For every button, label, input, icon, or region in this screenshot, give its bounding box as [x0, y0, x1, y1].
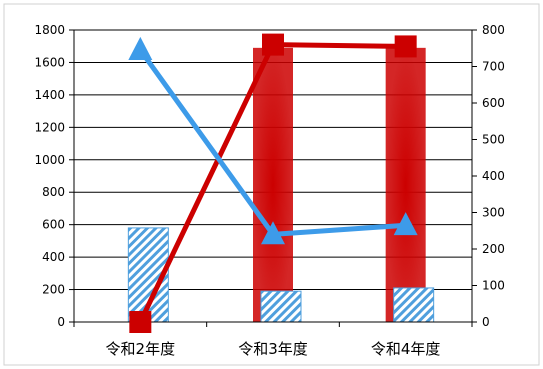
x-category-label: 令和4年度 — [371, 340, 441, 358]
labels: 0 200 400 600 800 1000 1200 1400 1600 1800 0 100 200… — [34, 23, 504, 358]
y-right-tick-label: 700 — [482, 60, 505, 74]
square-marker-1 — [129, 311, 152, 333]
y-left-tick-label: 400 — [42, 250, 65, 264]
y-left-tick-label: 0 — [57, 315, 65, 329]
hatched-bar-3 — [393, 287, 435, 323]
x-category-label: 令和2年度 — [106, 340, 176, 358]
x-category-label: 令和3年度 — [238, 340, 308, 358]
y-right-tick-label: 600 — [482, 96, 505, 110]
y-right-tick-label: 400 — [482, 169, 505, 183]
y-left-tick-label: 1400 — [34, 88, 65, 102]
y-left-tick-label: 1800 — [34, 23, 65, 37]
y-left-tick-label: 600 — [42, 218, 65, 232]
y-left-tick-label: 800 — [42, 185, 65, 199]
square-marker-3 — [394, 35, 417, 58]
y-left-tick-label: 1200 — [34, 120, 65, 134]
solid-bar-3 — [385, 47, 426, 322]
y-right-tick-label: 300 — [482, 206, 505, 220]
y-left-tick-label: 1000 — [34, 153, 65, 167]
triangle-marker-2 — [261, 221, 285, 245]
triangle-marker-3 — [393, 212, 418, 236]
y-left-tick-label: 1600 — [34, 55, 65, 69]
y-right-tick-label: 100 — [482, 279, 505, 293]
hatched-bar-2 — [260, 290, 302, 323]
triangle-marker-1 — [128, 36, 153, 60]
y-right-tick-label: 0 — [482, 315, 490, 329]
y-right-tick-label: 800 — [482, 23, 505, 37]
y-right-tick-label: 500 — [482, 133, 505, 147]
lines — [128, 33, 418, 333]
y-right-tick-label: 200 — [482, 242, 505, 256]
square-marker-2 — [262, 33, 284, 56]
y-left-tick-label: 200 — [42, 283, 65, 297]
solid-bar-2 — [253, 47, 293, 322]
